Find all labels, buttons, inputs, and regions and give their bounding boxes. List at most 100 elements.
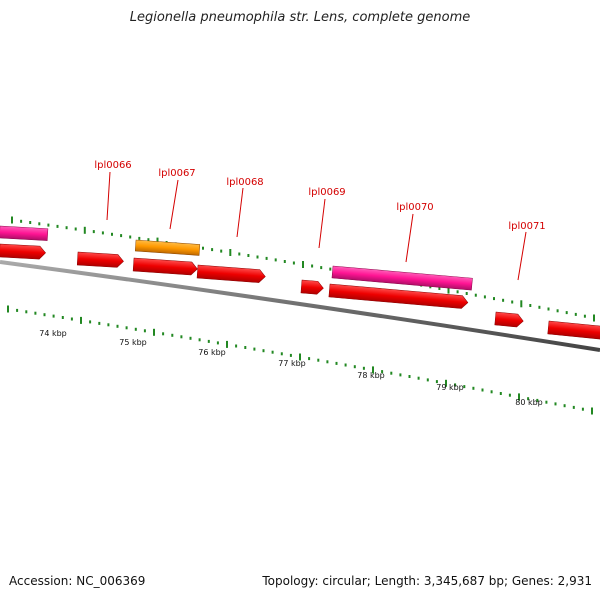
accession-label: Accession: NC_006369: [9, 574, 146, 588]
upper-track-major-tick: [156, 237, 159, 245]
cds-arrow[interactable]: [300, 279, 324, 295]
gene-label[interactable]: lpl0068: [226, 177, 263, 188]
scale-label: 77 kbp: [278, 359, 306, 368]
lower-track-minor-tick: [581, 407, 584, 411]
gene-label[interactable]: lpl0070: [396, 202, 433, 213]
lower-track-minor-tick: [98, 321, 101, 325]
lower-track-minor-tick: [326, 360, 329, 364]
lower-track-major-tick: [518, 393, 520, 401]
upper-track-minor-tick: [238, 252, 241, 256]
orange-feature[interactable]: [134, 239, 201, 256]
gene-label-leader: [236, 187, 244, 238]
gene-label-leader: [106, 171, 111, 221]
genome-summary: Topology: circular; Length: 3,345,687 bp…: [262, 574, 592, 588]
gene-label[interactable]: lpl0069: [308, 187, 345, 198]
upper-track-minor-tick: [247, 254, 250, 257]
lower-track-minor-tick: [198, 338, 201, 342]
upper-track-minor-tick: [538, 305, 541, 309]
lower-track-minor-tick: [417, 376, 420, 380]
lower-track-minor-tick: [43, 313, 46, 317]
upper-track-major-tick: [229, 249, 232, 256]
lower-track-minor-tick: [89, 320, 92, 324]
lower-track-minor-tick: [107, 323, 110, 327]
upper-track-minor-tick: [65, 226, 68, 230]
lower-track-minor-tick: [253, 347, 256, 351]
upper-track-minor-tick: [20, 219, 23, 223]
upper-track-minor-tick: [283, 260, 286, 263]
upper-track-minor-tick: [438, 287, 441, 290]
lower-track-major-tick: [299, 353, 301, 361]
gene-label[interactable]: lpl0071: [508, 221, 545, 232]
upper-track-minor-tick: [274, 258, 277, 262]
lower-track-minor-tick: [335, 361, 338, 365]
upper-track-minor-tick: [583, 314, 586, 318]
upper-track-minor-tick: [138, 236, 141, 240]
upper-track-major-tick: [302, 261, 304, 268]
upper-track-minor-tick: [547, 307, 550, 311]
lower-track-minor-tick: [52, 314, 55, 318]
lower-track-minor-tick: [244, 346, 247, 349]
gene-label[interactable]: lpl0066: [94, 160, 131, 171]
lower-track-minor-tick: [381, 370, 384, 374]
lower-track-major-tick: [153, 328, 155, 336]
upper-track-minor-tick: [502, 298, 505, 302]
lower-track-minor-tick: [271, 350, 274, 354]
cds-arrow[interactable]: [0, 243, 46, 260]
upper-track-minor-tick: [483, 295, 486, 299]
lower-track-major-tick: [591, 407, 593, 415]
lower-track-minor-tick: [280, 352, 283, 356]
gene-label-leader: [517, 231, 527, 281]
lower-track-minor-tick: [308, 357, 311, 361]
upper-track-minor-tick: [47, 223, 50, 227]
cds-arrow[interactable]: [196, 264, 266, 283]
upper-track-minor-tick: [265, 256, 268, 260]
gene-label[interactable]: lpl0067: [158, 168, 195, 179]
lower-track-minor-tick: [143, 329, 146, 333]
lower-track-minor-tick: [180, 335, 183, 339]
gene-label-layer: lpl0066 lpl0067 lpl0068 lpl0069 lpl0070 …: [94, 160, 546, 281]
lower-track-minor-tick: [25, 310, 28, 314]
upper-track-major-tick: [520, 300, 523, 308]
upper-track-minor-tick: [311, 264, 314, 268]
scale-label: 75 kbp: [119, 338, 147, 347]
cds-arrow[interactable]: [76, 251, 124, 268]
lower-track-major-tick: [226, 340, 228, 348]
lower-track-minor-tick: [508, 393, 511, 397]
pink-feature[interactable]: [331, 265, 473, 291]
lower-track-minor-tick: [216, 341, 219, 345]
lower-track-minor-tick: [499, 392, 502, 395]
lower-track-minor-tick: [545, 400, 548, 404]
upper-track-minor-tick: [329, 267, 332, 271]
gene-label-leader: [318, 198, 326, 249]
lower-track-minor-tick: [171, 333, 174, 337]
genome-backbone: [0, 260, 600, 352]
upper-track-minor-tick: [256, 255, 259, 259]
lower-track-minor-tick: [70, 317, 73, 321]
cds-arrow[interactable]: [547, 320, 600, 340]
lower-track-minor-tick: [490, 390, 493, 394]
upper-track-minor-tick: [320, 266, 323, 270]
lower-track-minor-tick: [353, 365, 356, 369]
upper-track-minor-tick: [493, 297, 495, 301]
upper-track-minor-tick: [292, 261, 295, 265]
upper-track-minor-tick: [565, 311, 568, 315]
lower-track-minor-tick: [472, 386, 475, 390]
lower-track-minor-tick: [16, 308, 19, 312]
upper-track-minor-tick: [556, 309, 559, 313]
lower-track-minor-tick: [134, 327, 137, 331]
upper-track-minor-tick: [211, 248, 214, 252]
upper-track-minor-tick: [38, 222, 41, 226]
cds-arrow[interactable]: [328, 283, 469, 309]
upper-track-minor-tick: [29, 221, 32, 224]
gene-label-leader: [169, 179, 179, 230]
upper-track-minor-tick: [511, 300, 514, 304]
lower-track-minor-tick: [481, 388, 484, 392]
cds-arrow[interactable]: [494, 311, 524, 328]
cds-arrow[interactable]: [132, 257, 198, 276]
lower-track-minor-tick: [426, 378, 429, 382]
lower-track-minor-tick: [536, 398, 539, 402]
lower-track-minor-tick: [207, 339, 210, 343]
pink-feature[interactable]: [0, 225, 49, 241]
